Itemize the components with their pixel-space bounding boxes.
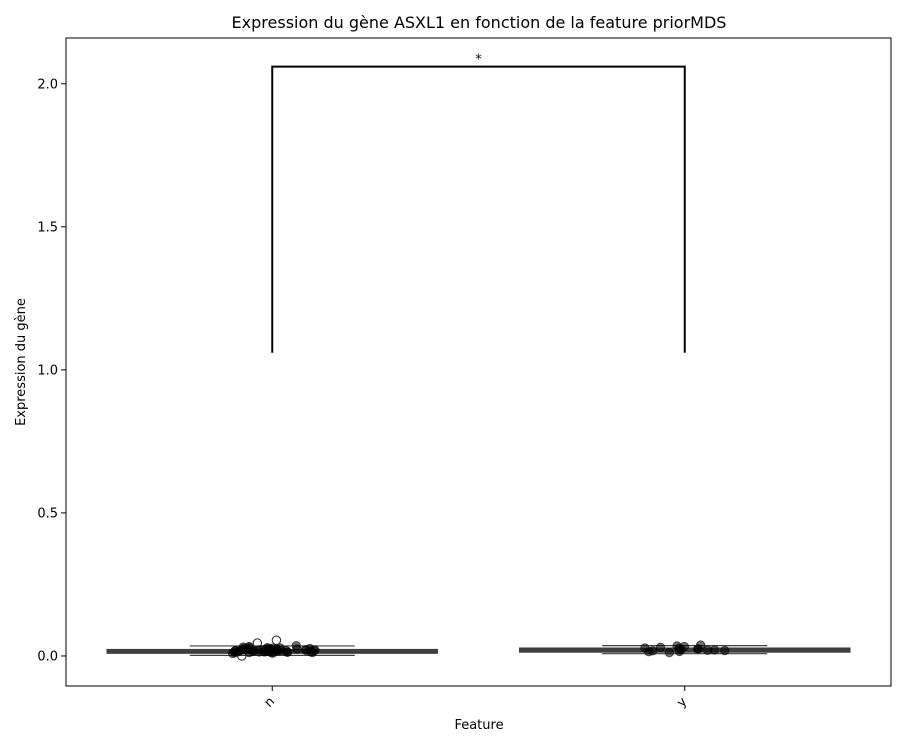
- data-point: [291, 640, 301, 651]
- chart-title: Expression du gène ASXL1 en fonction de …: [232, 13, 727, 32]
- y-tick-label: 0.5: [37, 506, 58, 521]
- y-tick-label: 2.0: [37, 77, 58, 92]
- y-tick-label: 1.0: [37, 363, 58, 378]
- data-point: [720, 645, 730, 656]
- data-point: [244, 644, 254, 654]
- data-point: [271, 635, 282, 645]
- data-point: [664, 647, 675, 658]
- x-axis-label: Feature: [454, 718, 503, 733]
- data-point: [237, 651, 247, 661]
- data-point: [276, 645, 287, 656]
- x-tick-label: y: [674, 694, 690, 710]
- data-point: [709, 645, 720, 655]
- significance-bracket: [271, 65, 686, 353]
- y-axis-label: Expression du gène: [14, 298, 29, 426]
- significance-annotations: *: [271, 53, 686, 353]
- data-point: [674, 646, 685, 657]
- plot-area: [65, 37, 892, 687]
- boxes: [106, 645, 851, 656]
- x-tick-label: n: [262, 694, 278, 710]
- data-point: [655, 642, 666, 653]
- data-point: [258, 644, 269, 655]
- data-point: [301, 645, 311, 655]
- data-point: [640, 643, 650, 653]
- y-tick-label: 0.0: [37, 649, 58, 664]
- y-axis: 0.0 0.5 1.0 1.5 2.0: [37, 77, 66, 664]
- significance-label: *: [475, 53, 482, 68]
- data-point: [692, 644, 703, 654]
- data-point: [230, 646, 240, 656]
- y-tick-label: 1.5: [37, 220, 58, 235]
- data-points: [227, 635, 730, 661]
